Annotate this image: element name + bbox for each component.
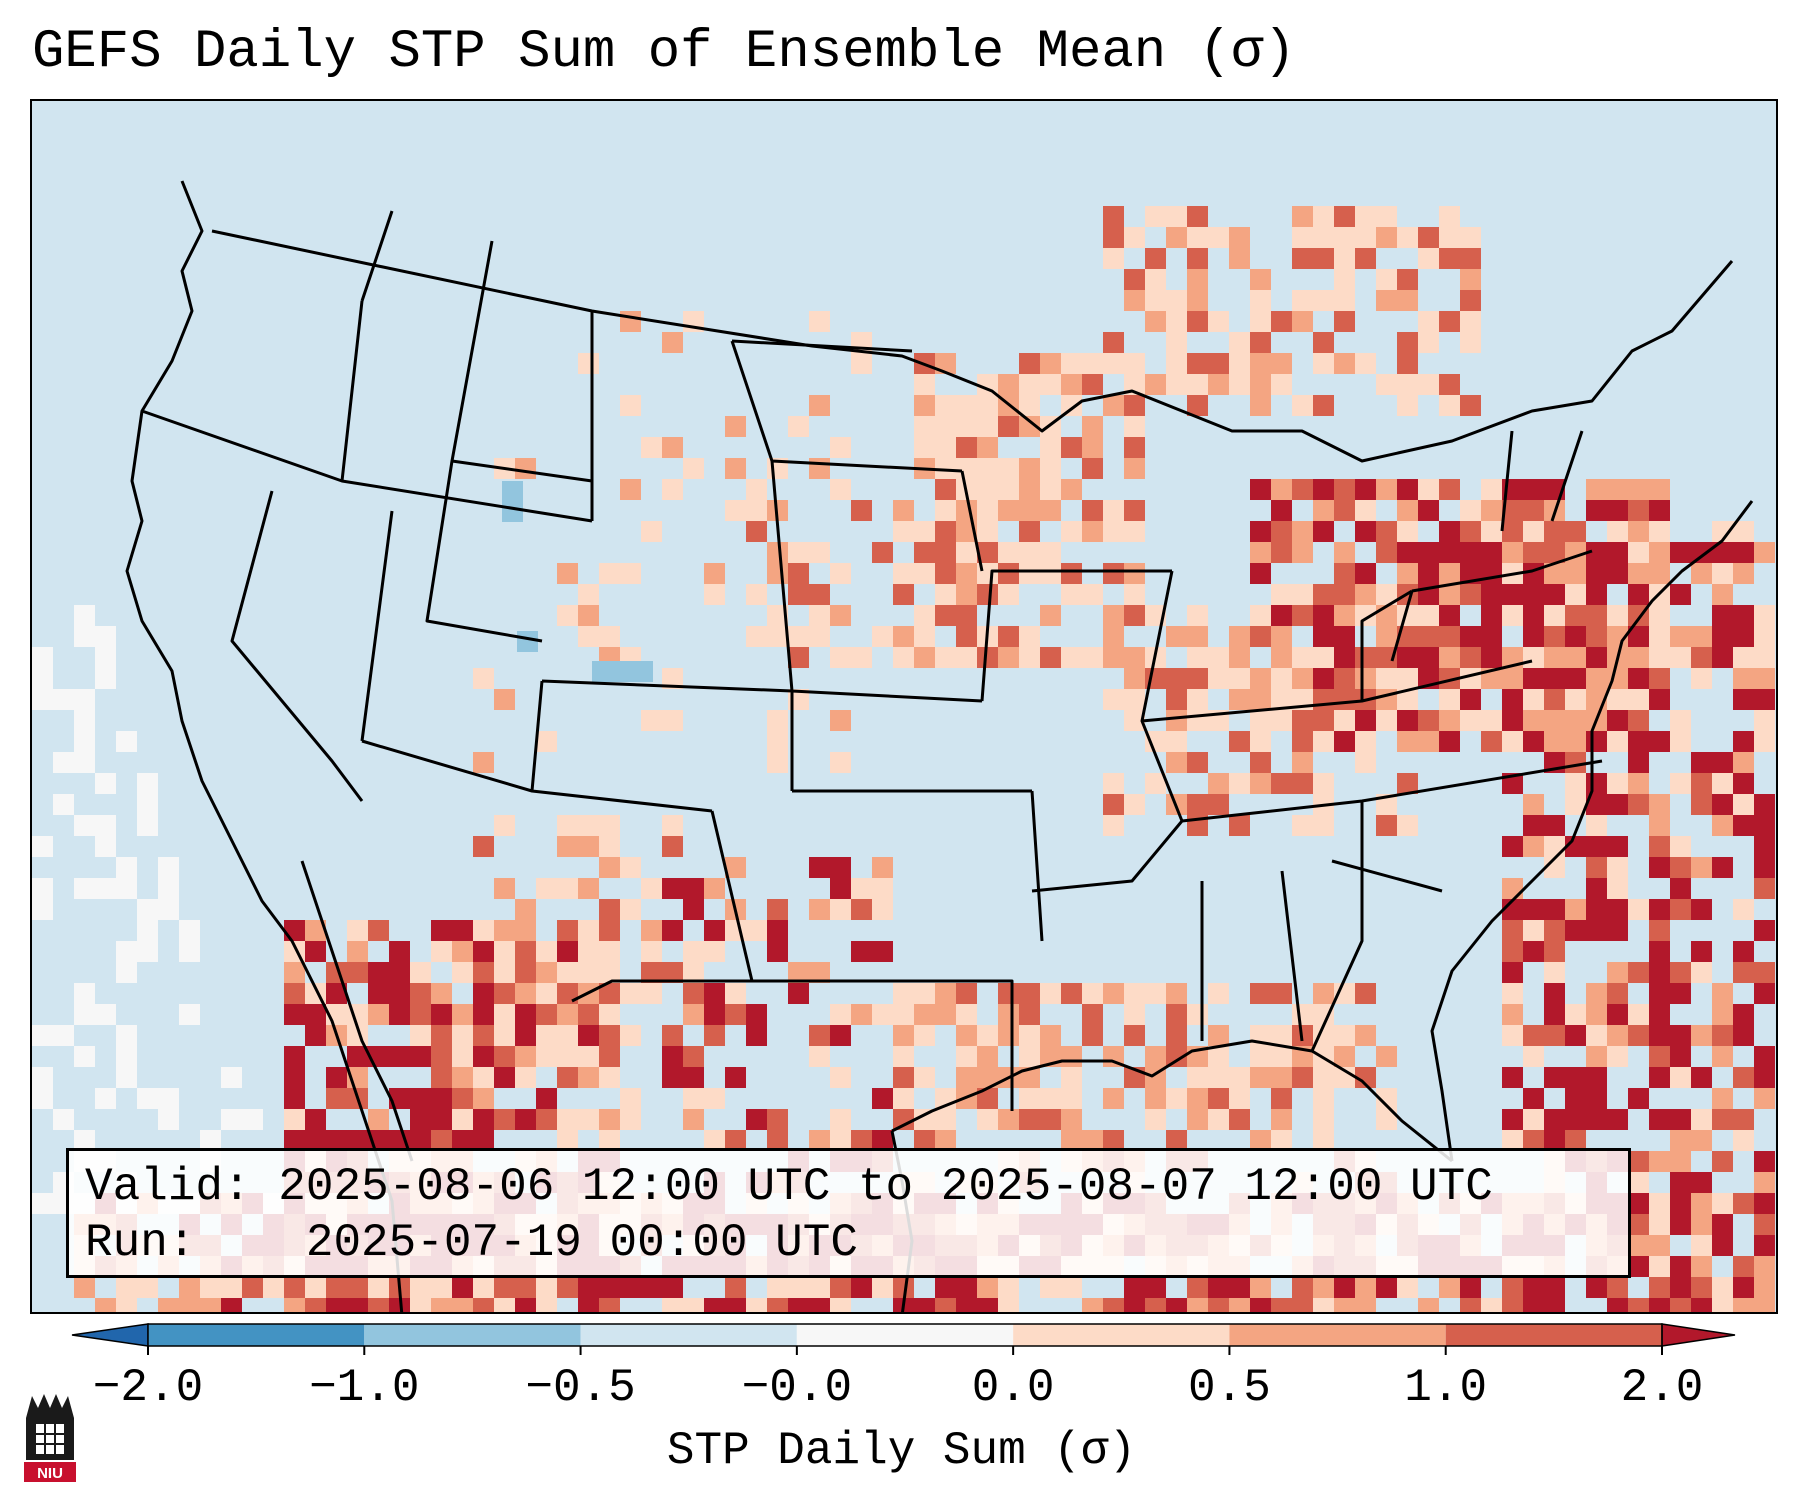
map-svg (32, 180, 1775, 1312)
map-panel (30, 99, 1778, 1314)
colorbar-segment (580, 1324, 797, 1346)
valid-run-info-box: Valid: 2025-08-06 12:00 UTC to 2025-08-0… (66, 1148, 1631, 1278)
colorbar-tick-label: 0.5 (1188, 1362, 1271, 1414)
colorbar-extend-low (71, 1323, 149, 1347)
colorbar-segment (1229, 1324, 1446, 1346)
run-value: 2025-07-19 00:00 UTC (305, 1217, 858, 1269)
logo-window-grid (36, 1424, 64, 1454)
state-lines (141, 210, 1603, 1111)
atlantic-coast-line (1430, 500, 1754, 1162)
colorbar-tick-label: −0.5 (525, 1362, 636, 1414)
stp-grid-cells (32, 206, 1775, 1312)
colorbar-segment (1013, 1324, 1230, 1346)
valid-label: Valid: (85, 1161, 251, 1213)
colorbar-segments (71, 1323, 1736, 1355)
colorbar-tick-label: 1.0 (1404, 1362, 1488, 1414)
canada-border (211, 229, 1734, 463)
colorbar-tick-label: 0.0 (971, 1362, 1055, 1414)
colorbar-label: STP Daily Sum (σ) (666, 1425, 1137, 1477)
chart-title: GEFS Daily STP Sum of Ensemble Mean (σ) (32, 22, 1296, 83)
west-coast-line (125, 180, 404, 1312)
colorbar-segment (364, 1324, 581, 1346)
logo-banner (24, 1462, 76, 1482)
colorbar-segment (796, 1324, 1014, 1346)
colorbar-tick-label: −1.0 (309, 1362, 420, 1414)
valid-value: 2025-08-06 12:00 UTC to 2025-08-07 12:00… (278, 1161, 1493, 1213)
logo-window (36, 1424, 64, 1454)
baja-line (300, 860, 414, 1162)
colorbar-extend-high (1661, 1323, 1736, 1347)
logo-text: NIU (37, 1465, 63, 1482)
colorbar-tick-label: −2.0 (92, 1362, 204, 1414)
run-label: Run: (85, 1217, 196, 1269)
colorbar-outline (147, 1323, 1663, 1347)
colorbar-segment (1445, 1324, 1662, 1346)
map-borders (125, 180, 1754, 1312)
colorbar-tick-label: 2.0 (1620, 1362, 1704, 1414)
niu-logo: NIU (24, 1394, 76, 1482)
gulf-coast-line (891, 1039, 1453, 1163)
colorbar-tick-label: −0.0 (741, 1362, 853, 1414)
colorbar (71, 1323, 1736, 1355)
colorbar-segment (148, 1324, 365, 1346)
